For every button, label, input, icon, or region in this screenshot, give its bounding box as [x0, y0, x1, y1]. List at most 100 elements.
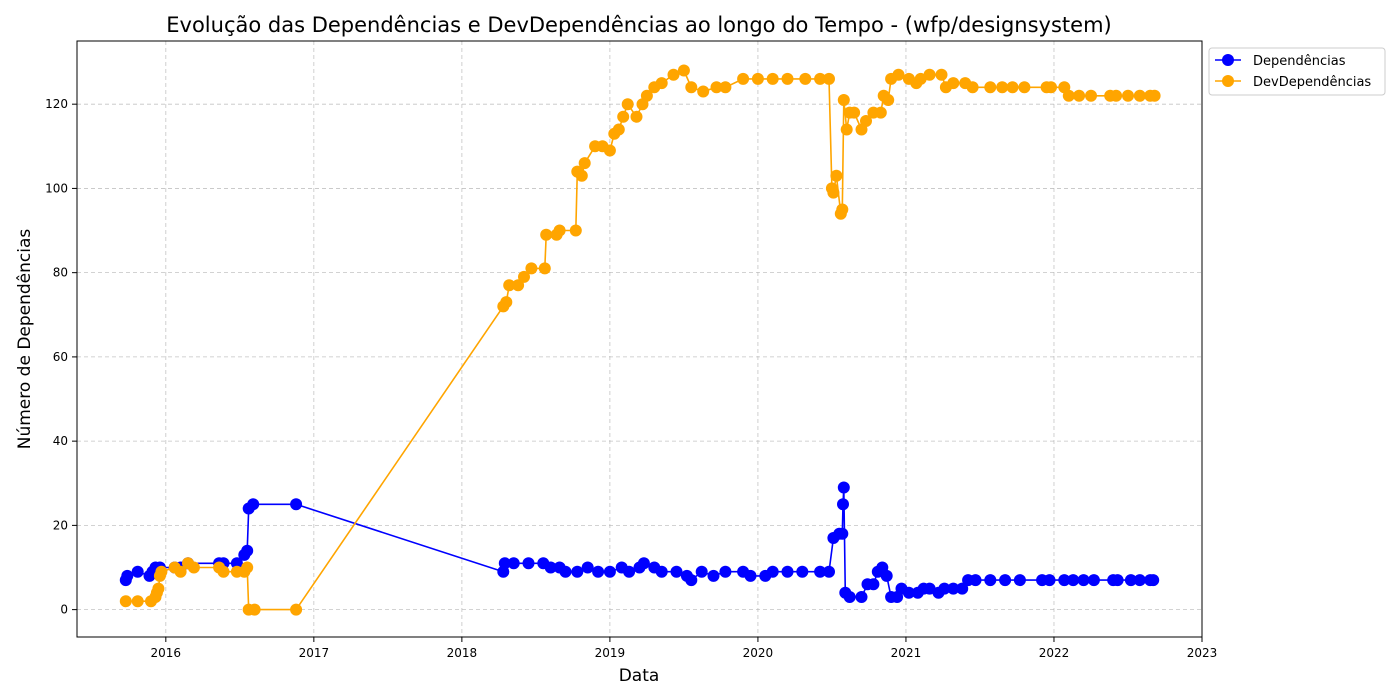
data-point-dependencias	[1147, 574, 1160, 587]
series-devdependencias	[119, 64, 1161, 616]
data-point-devdependencias	[697, 85, 710, 98]
data-point-devdependencias	[830, 169, 843, 182]
data-point-dependencias	[637, 557, 650, 570]
x-tick-label: 2023	[1187, 646, 1218, 660]
data-point-dependencias	[923, 582, 936, 595]
data-point-devdependencias	[860, 115, 872, 127]
data-point-dependencias	[571, 565, 584, 578]
data-point-dependencias	[685, 574, 698, 587]
data-point-devdependencias	[667, 68, 680, 81]
y-tick-label: 0	[60, 603, 68, 617]
data-point-dependencias	[544, 561, 557, 574]
data-point-dependencias	[623, 565, 636, 578]
data-point-devdependencias	[719, 81, 732, 94]
data-point-dependencias	[781, 565, 794, 578]
data-point-devdependencias	[840, 123, 853, 136]
data-point-dependencias	[880, 569, 893, 582]
x-tick-label: 2016	[151, 646, 182, 660]
data-point-dependencias	[655, 565, 668, 578]
y-tick-label: 100	[45, 181, 68, 195]
data-point-dependencias	[837, 498, 849, 511]
chart-title: Evolução das Dependências e DevDependênc…	[166, 13, 1111, 37]
y-tick-label: 20	[53, 518, 68, 532]
y-tick-label: 120	[45, 97, 68, 111]
data-point-dependencias	[1013, 574, 1026, 587]
data-point-devdependencias	[630, 110, 643, 123]
data-point-devdependencias	[503, 279, 516, 292]
data-point-devdependencias	[217, 565, 230, 578]
series-layer	[119, 64, 1161, 616]
y-axis-ticks: 0 20 40 60 80 100 120	[45, 97, 77, 617]
data-point-dependencias	[984, 574, 997, 587]
data-point-devdependencias	[603, 144, 616, 157]
data-point-dependencias	[592, 565, 605, 578]
data-point-devdependencias	[131, 595, 144, 608]
data-point-dependencias	[603, 565, 616, 578]
series-dependencias	[119, 481, 1160, 603]
data-point-dependencias	[670, 565, 683, 578]
data-point-devdependencias	[290, 603, 303, 616]
x-tick-label: 2021	[891, 646, 922, 660]
data-point-dependencias	[1111, 574, 1124, 587]
data-point-dependencias	[695, 565, 708, 578]
data-point-dependencias	[1133, 574, 1146, 587]
data-point-dependencias	[837, 481, 850, 494]
data-point-devdependencias	[836, 203, 849, 216]
data-point-dependencias	[744, 569, 757, 582]
data-point-dependencias	[1087, 574, 1100, 587]
data-point-devdependencias	[827, 186, 840, 199]
data-point-devdependencias	[1062, 89, 1075, 102]
data-point-dependencias	[1043, 574, 1056, 587]
data-point-devdependencias	[512, 279, 525, 292]
data-point-dependencias	[581, 561, 594, 574]
data-point-devdependencias	[538, 262, 551, 275]
data-point-devdependencias	[966, 81, 979, 94]
data-point-devdependencias	[575, 169, 588, 182]
data-point-devdependencias	[187, 561, 200, 574]
data-point-devdependencias	[677, 64, 690, 77]
legend-label-devdependencias: DevDependências	[1253, 75, 1371, 90]
data-point-devdependencias	[781, 72, 794, 85]
data-point-dependencias	[241, 544, 254, 557]
legend-box	[1208, 47, 1386, 96]
data-point-devdependencias	[935, 68, 948, 81]
data-point-devdependencias	[1110, 89, 1123, 102]
data-point-devdependencias	[984, 81, 997, 94]
data-point-dependencias	[796, 565, 809, 578]
series-line-dependencias	[125, 486, 1154, 598]
y-axis-label: Número de Dependências	[15, 229, 35, 450]
data-point-dependencias	[999, 574, 1012, 587]
data-point-devdependencias	[655, 77, 668, 90]
data-point-dependencias	[855, 591, 868, 603]
legend-marker-dependencias	[1222, 54, 1234, 66]
data-point-dependencias	[707, 569, 720, 582]
data-point-devdependencias	[152, 582, 165, 595]
data-point-devdependencias	[155, 565, 168, 578]
data-point-devdependencias	[914, 72, 927, 85]
data-point-devdependencias	[1073, 89, 1086, 102]
data-point-devdependencias	[814, 72, 827, 85]
data-point-dependencias	[1124, 574, 1137, 587]
x-tick-label: 2022	[1039, 646, 1070, 660]
data-point-devdependencias	[710, 81, 723, 94]
data-point-devdependencias	[1148, 89, 1161, 102]
data-point-devdependencias	[119, 595, 132, 608]
data-point-dependencias	[121, 569, 134, 582]
data-point-dependencias	[947, 582, 960, 595]
data-point-devdependencias	[799, 72, 812, 85]
data-point-dependencias	[938, 582, 951, 595]
data-point-devdependencias	[1122, 89, 1134, 102]
data-point-dependencias	[766, 565, 779, 578]
data-point-devdependencias	[923, 68, 936, 81]
x-tick-label: 2018	[447, 646, 478, 660]
data-point-devdependencias	[892, 68, 905, 81]
data-point-devdependencias	[874, 106, 887, 119]
data-point-devdependencias	[751, 72, 764, 85]
data-point-dependencias	[559, 565, 572, 578]
data-point-devdependencias	[823, 72, 835, 85]
data-point-dependencias	[131, 565, 144, 578]
legend: Dependências DevDependências	[1208, 47, 1386, 96]
data-point-devdependencias	[248, 603, 261, 616]
data-point-devdependencias	[617, 110, 630, 123]
